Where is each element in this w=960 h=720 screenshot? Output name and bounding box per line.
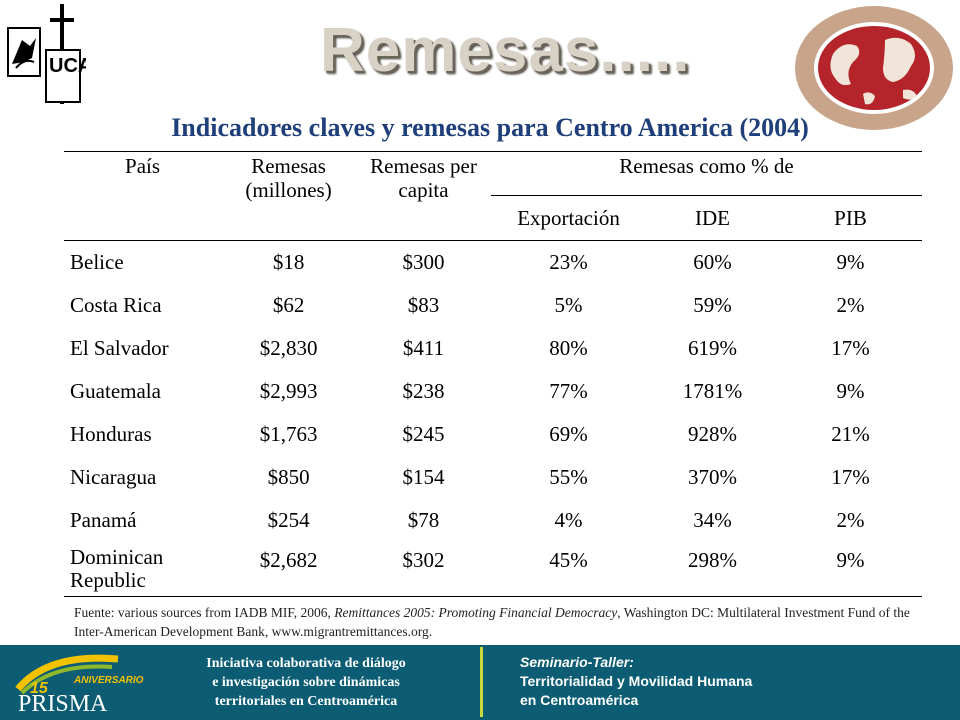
ide-cell: 298% (646, 542, 779, 597)
remesas-cell: $62 (272, 293, 305, 317)
header-country: País (125, 154, 161, 178)
export-cell: 4% (554, 508, 583, 532)
remesas-cell: $18 (272, 250, 305, 274)
export-cell: 77% (549, 379, 588, 403)
pib-cell: 9% (778, 542, 922, 597)
source-note: Fuente: various sources from IADB MIF, 2… (74, 603, 934, 641)
pib-cell: 2% (836, 293, 865, 317)
remesas-cell: $850 (267, 465, 310, 489)
footer-seminar: Seminario-Taller: Territorialidad y Movi… (520, 653, 940, 710)
ide-cell: 619% (688, 336, 737, 360)
footer-initiative: Iniciativa colaborativa de diálogo e inv… (170, 654, 442, 711)
percapita-cell: $154 (402, 465, 445, 489)
footer-bar: 15 ANIVERSARIO PRISMA Iniciativa colabor… (0, 645, 960, 720)
header-percapita: Remesas per capita (370, 154, 477, 202)
table-row: Guatemala $2,993 $238 77% 1781% 9% (64, 370, 922, 413)
source-suffix: , Washington DC: Multilateral Investment… (74, 605, 910, 639)
ide-cell: 59% (693, 293, 732, 317)
source-prefix: Fuente: various sources from IADB MIF, 2… (74, 605, 335, 620)
slide-subtitle: Indicadores claves y remesas para Centro… (171, 113, 809, 142)
percapita-cell: $78 (407, 508, 440, 532)
migration-network-logo (795, 6, 953, 130)
export-cell: 80% (549, 336, 588, 360)
country-cell: Panamá (70, 508, 137, 532)
table-row: Nicaragua $850 $154 55% 370% 17% (64, 456, 922, 499)
ide-cell: 34% (693, 508, 732, 532)
footer-seminar-line2: en Centroamérica (520, 692, 639, 708)
export-cell: 5% (554, 293, 583, 317)
export-cell: 45% (490, 542, 647, 597)
prisma-anniversary-word: ANIVERSARIO (73, 675, 144, 686)
footer-divider (480, 647, 483, 717)
footer-seminar-kicker: Seminario-Taller: (520, 654, 634, 670)
table-row: El Salvador $2,830 $411 80% 619% 17% (64, 327, 922, 370)
export-cell: 23% (549, 250, 588, 274)
percapita-cell: $238 (402, 379, 445, 403)
remittance-table: País Remesas (millones) Remesas per capi… (64, 151, 922, 597)
percapita-cell: $302 (356, 542, 491, 597)
country-cell: Costa Rica (70, 293, 162, 317)
country-cell: Nicaragua (70, 465, 157, 489)
remesas-cell: $2,993 (259, 379, 318, 403)
country-cell: El Salvador (70, 336, 169, 360)
table-row: Belice $18 $300 23% 60% 9% (64, 240, 922, 285)
export-cell: 69% (549, 422, 588, 446)
remesas-cell: $2,682 (221, 542, 357, 597)
country-cell: Dominican Republic (64, 542, 222, 597)
header-group: Remesas como % de (490, 151, 922, 196)
ide-cell: 60% (693, 250, 732, 274)
percapita-cell: $83 (407, 293, 440, 317)
remesas-cell: $2,830 (259, 336, 318, 360)
table-row: Dominican Republic $2,682 $302 45% 298% … (64, 542, 922, 597)
uca-logo: UCA (7, 4, 86, 104)
footer-left-line1: Iniciativa colaborativa de diálogo (206, 656, 406, 671)
table-row: Honduras $1,763 $245 69% 928% 21% (64, 413, 922, 456)
header-pib: PIB (834, 206, 867, 230)
pib-cell: 17% (831, 336, 870, 360)
pib-cell: 9% (836, 379, 865, 403)
export-cell: 55% (549, 465, 588, 489)
table-row: Panamá $254 $78 4% 34% 2% (64, 499, 922, 542)
header-ide: IDE (695, 206, 730, 230)
header-remesas: Remesas (millones) (245, 154, 332, 202)
header-export: Exportación (517, 206, 620, 230)
prisma-brand-text: PRISMA (18, 691, 108, 717)
percapita-cell: $300 (402, 250, 445, 274)
ide-cell: 1781% (682, 379, 743, 403)
ide-cell: 928% (688, 422, 737, 446)
prisma-anniversary-number: 15 (30, 680, 49, 697)
ide-cell: 370% (688, 465, 737, 489)
country-cell: Belice (70, 250, 124, 274)
source-title: Remittances 2005: Promoting Financial De… (334, 605, 618, 620)
prisma-logo: 15 ANIVERSARIO PRISMA (15, 654, 144, 717)
percapita-cell: $245 (402, 422, 445, 446)
table-row: Costa Rica $62 $83 5% 59% 2% (64, 284, 922, 327)
pib-cell: 9% (836, 250, 865, 274)
pib-cell: 2% (836, 508, 865, 532)
remesas-cell: $1,763 (259, 422, 318, 446)
remesas-cell: $254 (267, 508, 310, 532)
slide-title: Remesas..... (320, 16, 691, 85)
footer-seminar-line1: Territorialidad y Movilidad Humana (520, 673, 753, 689)
percapita-cell: $411 (402, 336, 445, 360)
pib-cell: 21% (831, 422, 870, 446)
footer-left-line3: territoriales en Centroamérica (214, 694, 398, 709)
footer-left-line2: e investigación sobre dinámicas (212, 675, 400, 690)
country-cell: Honduras (70, 422, 152, 446)
pib-cell: 17% (831, 465, 870, 489)
uca-logo-text: UCA (49, 55, 86, 77)
country-cell: Guatemala (70, 379, 161, 403)
